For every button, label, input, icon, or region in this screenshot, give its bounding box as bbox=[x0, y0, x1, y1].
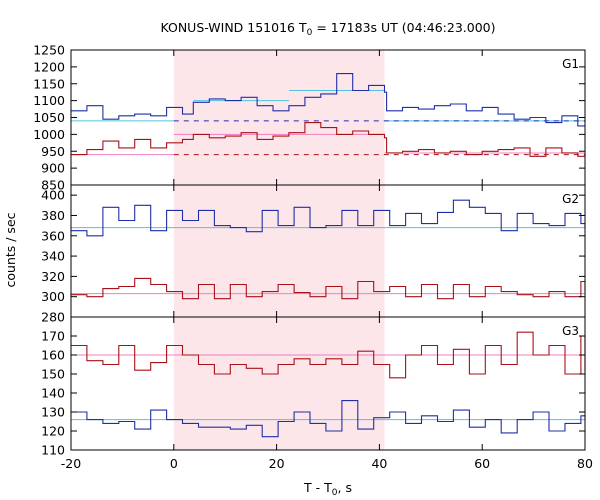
y-tick-label: 850 bbox=[41, 178, 65, 193]
burst-interval-shade bbox=[173, 50, 385, 450]
y-tick-label: 1200 bbox=[33, 59, 65, 74]
y-tick-label: 380 bbox=[41, 208, 65, 223]
y-tick-label: 170 bbox=[41, 329, 65, 344]
y-tick-label: 1150 bbox=[33, 76, 65, 91]
y-tick-label: 400 bbox=[41, 188, 65, 203]
y-tick-label: 280 bbox=[41, 310, 65, 325]
y-tick-label: 360 bbox=[41, 228, 65, 243]
x-tick-label: 40 bbox=[371, 456, 387, 471]
y-axis-label: counts / sec bbox=[3, 212, 18, 287]
y-tick-label: 1100 bbox=[33, 93, 65, 108]
step-series-red bbox=[71, 122, 585, 157]
y-tick-label: 1250 bbox=[33, 43, 65, 58]
y-tick-label: 160 bbox=[41, 348, 65, 363]
x-tick-label: 0 bbox=[170, 456, 178, 471]
y-tick-label: 120 bbox=[41, 424, 65, 439]
panel-label: G1 bbox=[562, 57, 579, 71]
y-tick-label: 140 bbox=[41, 386, 65, 401]
panel-label: G2 bbox=[562, 192, 579, 206]
y-tick-label: 150 bbox=[41, 367, 65, 382]
step-series-red bbox=[71, 277, 586, 300]
y-tick-label: 340 bbox=[41, 249, 65, 264]
x-tick-label: 60 bbox=[474, 456, 490, 471]
panel-label: G3 bbox=[562, 324, 579, 338]
plot-area: 850900950100010501100115012001250G128030… bbox=[33, 43, 593, 472]
y-tick-label: 130 bbox=[41, 405, 65, 420]
y-tick-label: 1000 bbox=[33, 127, 65, 142]
step-series-blue bbox=[71, 199, 586, 237]
step-series-red bbox=[71, 331, 586, 379]
chart-title: KONUS-WIND 151016 T0 = 17183s UT (04:46:… bbox=[160, 20, 495, 38]
step-series-blue bbox=[71, 400, 586, 438]
x-tick-label: 80 bbox=[577, 456, 593, 471]
x-axis-label: T - T0, s bbox=[303, 480, 352, 498]
x-tick-label: -20 bbox=[61, 456, 81, 471]
y-tick-label: 320 bbox=[41, 269, 65, 284]
y-tick-label: 950 bbox=[41, 144, 65, 159]
y-tick-label: 900 bbox=[41, 161, 65, 176]
step-series-blue bbox=[71, 73, 585, 127]
x-tick-label: 20 bbox=[269, 456, 285, 471]
panel-frame bbox=[70, 316, 586, 451]
y-tick-label: 110 bbox=[41, 443, 65, 458]
panel-g3: 110 120 130 140 150 160 170 G3 bbox=[41, 316, 586, 458]
y-tick-label: 300 bbox=[41, 289, 65, 304]
y-tick-label: 1050 bbox=[33, 110, 65, 125]
